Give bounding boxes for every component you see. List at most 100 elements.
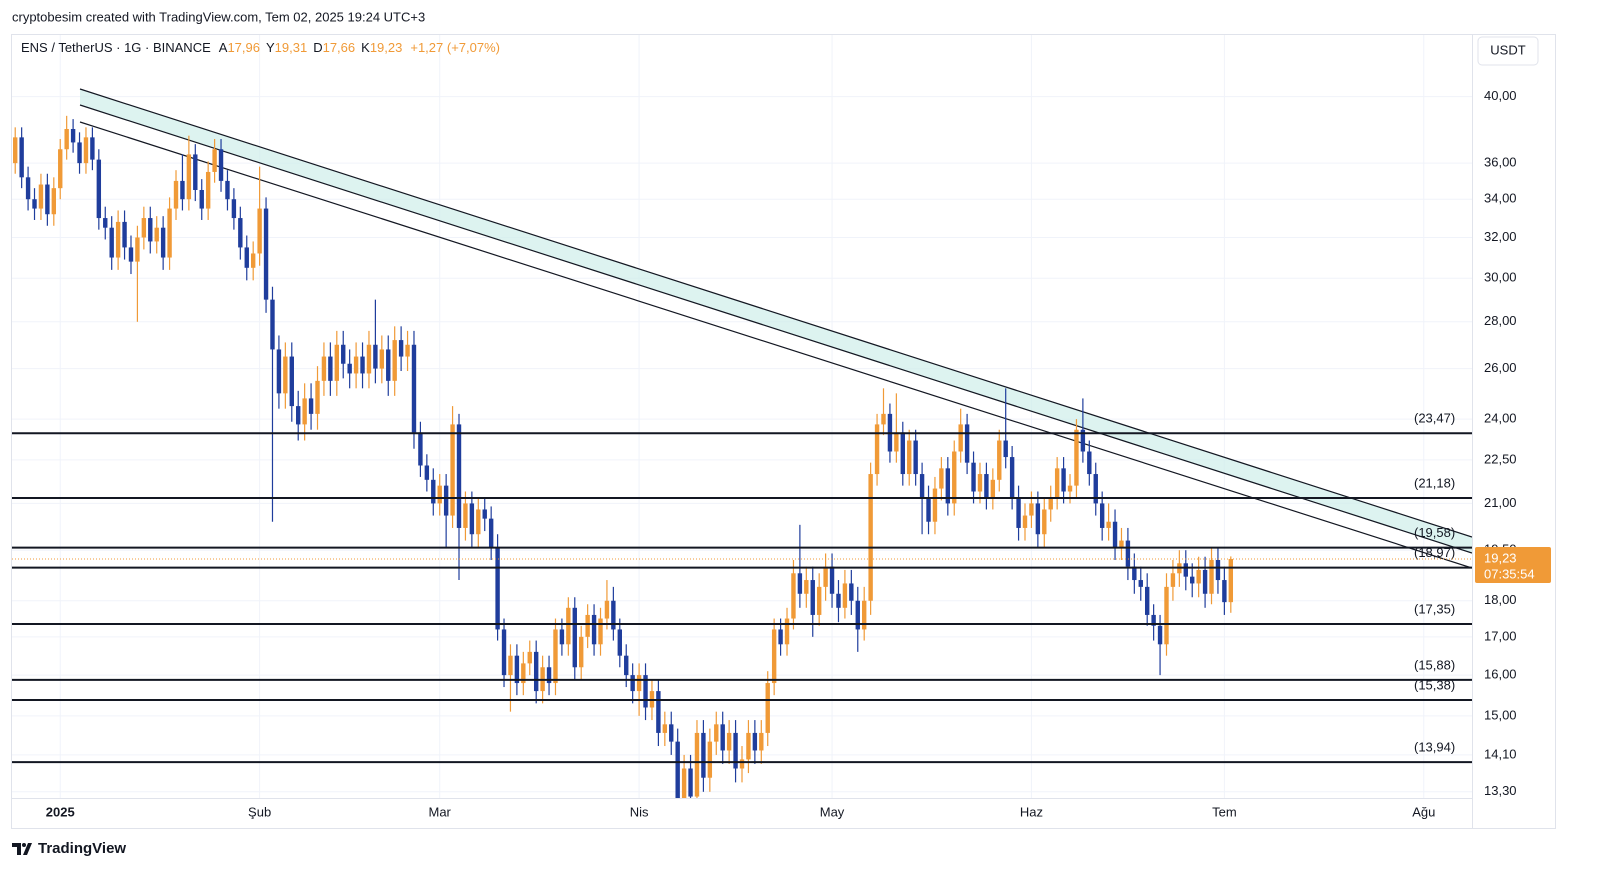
- candle-body: [726, 732, 732, 751]
- candle-body: [456, 424, 462, 528]
- candle-body: [1151, 614, 1156, 626]
- currency-button[interactable]: [1477, 36, 1539, 66]
- candle-body: [154, 227, 159, 242]
- candle-body: [199, 189, 204, 209]
- ohlc-key: D: [313, 40, 322, 55]
- candle-body: [38, 184, 44, 209]
- x-tick-label: Nis: [630, 804, 649, 819]
- candle-body: [225, 180, 230, 200]
- candle-body: [296, 406, 301, 425]
- candle-body: [1009, 457, 1015, 498]
- candle-body: [1080, 429, 1086, 452]
- candle-body: [804, 580, 809, 594]
- candle-body: [1054, 468, 1060, 498]
- y-tick-label: 16,00: [1484, 667, 1517, 682]
- currency[interactable]: USDT: [1490, 42, 1525, 57]
- candle-body: [546, 667, 552, 684]
- candle-body: [675, 741, 680, 798]
- candle-body: [765, 683, 770, 733]
- candle-body: [1061, 468, 1066, 492]
- candle-body: [19, 137, 24, 178]
- candle-body: [1035, 503, 1041, 535]
- candle-body: [527, 651, 532, 664]
- candle-body: [1183, 563, 1188, 577]
- candle-body: [83, 137, 89, 164]
- trend-line: [79, 121, 1472, 569]
- candle-body: [1022, 515, 1028, 528]
- candle-body: [656, 691, 661, 733]
- candle-body: [617, 629, 622, 656]
- candle-body: [1164, 586, 1169, 645]
- candle-body: [829, 566, 835, 594]
- candle-body: [51, 188, 57, 215]
- candle-body: [1119, 540, 1124, 547]
- candle-body: [115, 221, 121, 258]
- candle-body: [58, 149, 63, 189]
- candle-body: [186, 154, 192, 200]
- candle-body: [476, 509, 481, 535]
- level-label: (18,97): [1414, 545, 1455, 560]
- candle-body: [874, 424, 880, 475]
- level-label: (23,47): [1414, 411, 1455, 426]
- candle-body: [1003, 440, 1008, 458]
- candle-body: [386, 349, 391, 381]
- candle-body: [360, 356, 365, 374]
- ohlc: A17,96 Y19,31 D17,66 K19,23: [219, 40, 403, 55]
- y-tick-label: 26,00: [1484, 360, 1517, 375]
- y-tick-label: 28,00: [1484, 313, 1517, 328]
- candle-body: [533, 651, 539, 692]
- candle-body: [1138, 580, 1143, 587]
- candle-body: [958, 424, 963, 452]
- candle-body: [443, 485, 449, 516]
- candle-body: [598, 618, 603, 645]
- candle-body: [1016, 497, 1021, 528]
- candle-body: [900, 432, 905, 475]
- level-label: (19,58): [1414, 525, 1455, 540]
- candle-body: [1087, 451, 1092, 475]
- candle-body: [720, 724, 725, 751]
- candle-body: [797, 573, 803, 594]
- candle-body: [482, 509, 487, 519]
- x-tick-label: Ağu: [1412, 804, 1435, 819]
- x-tick-label: Mar: [429, 804, 452, 819]
- candle-body: [283, 356, 288, 394]
- candle-body: [379, 349, 385, 369]
- x-tick-label: Tem: [1212, 804, 1237, 819]
- ohlc-value: 17,66: [323, 40, 356, 55]
- x-tick-label: May: [820, 804, 845, 819]
- ohlc-key: A: [219, 40, 228, 55]
- x-tick-label: Şub: [248, 804, 271, 819]
- candle-body: [823, 566, 828, 587]
- y-tick-label: 40,00: [1484, 88, 1517, 103]
- legend: ENS / TetherUS · 1G · BINANCE A17,96 Y19,3…: [21, 40, 500, 55]
- candle-body: [1029, 503, 1034, 516]
- level-label: (15,38): [1414, 677, 1455, 692]
- candle-body: [849, 583, 854, 601]
- candle-body: [96, 159, 102, 219]
- candle-body: [1209, 560, 1214, 594]
- candle-body: [771, 629, 777, 684]
- candle-body: [250, 253, 256, 268]
- y-tick-label: 17,00: [1484, 628, 1517, 643]
- candle-body: [559, 629, 565, 645]
- candle-body: [669, 724, 674, 742]
- candle-body: [990, 479, 996, 498]
- candle-body: [1048, 497, 1053, 510]
- ohlc-key: Y: [266, 40, 275, 55]
- brand: TradingView: [38, 840, 126, 857]
- candle-body: [488, 518, 494, 547]
- candle-body: [276, 349, 282, 394]
- candle-body: [855, 600, 860, 630]
- candle-body: [103, 218, 108, 228]
- y-tick-label: 34,00: [1484, 191, 1517, 206]
- level-label: (21,18): [1414, 475, 1455, 490]
- candle-body: [1222, 580, 1227, 603]
- ohlc-value: 19,23: [370, 40, 403, 55]
- y-tick-label: 13,30: [1484, 783, 1517, 798]
- candle-body: [964, 424, 970, 463]
- ohlc-value: 17,96: [227, 40, 260, 55]
- chart-frame: [11, 34, 1556, 829]
- candle-body: [784, 618, 790, 645]
- symbol: ENS / TetherUS · 1G · BINANCE: [21, 40, 211, 55]
- candle-body: [463, 503, 468, 528]
